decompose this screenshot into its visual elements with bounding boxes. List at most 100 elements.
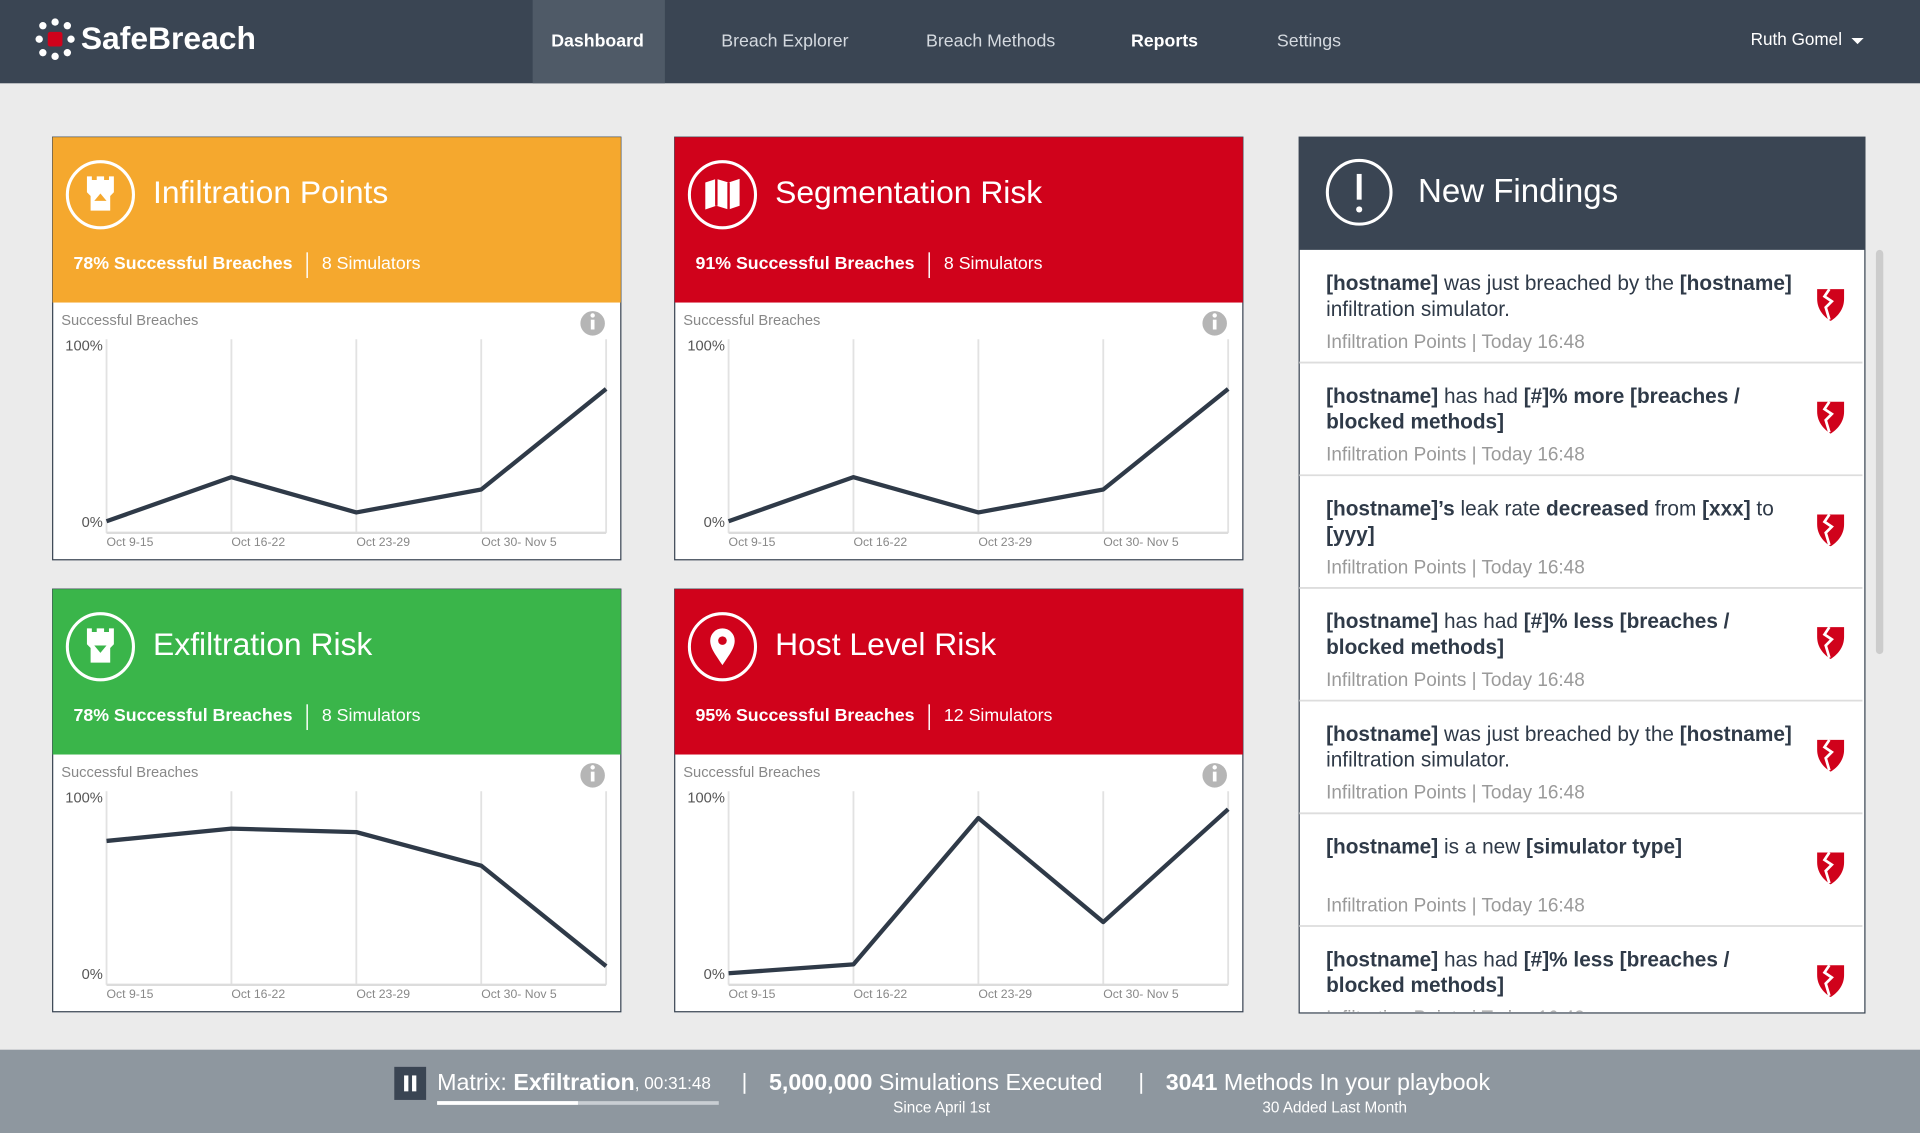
finding-segment: [#]% more [breaches /	[1524, 384, 1740, 407]
finding-segment: was just breached by the	[1438, 722, 1680, 745]
pause-glyph[interactable]	[404, 1075, 409, 1092]
y-axis-label: Successful Breaches	[683, 765, 820, 781]
breach-icon-crack[interactable]	[1822, 626, 1834, 659]
line-series	[106, 826, 608, 968]
info-icon-glyph[interactable]	[590, 771, 595, 782]
card-icon-glyph	[94, 645, 107, 653]
scrollbar[interactable]	[1875, 249, 1884, 655]
pause-glyph[interactable]	[412, 1075, 417, 1092]
breach-icon-crack[interactable]	[1822, 513, 1834, 546]
breach-icon-crack[interactable]	[1822, 851, 1834, 884]
y-tick-label: 0%	[704, 967, 725, 983]
finding-segment: has had	[1438, 948, 1524, 971]
line-series	[728, 807, 1230, 976]
x-tick-label: Oct 30- Nov 5	[481, 987, 557, 1001]
matrix-status: Matrix: Exfiltration, 00:31:48	[437, 1069, 711, 1095]
breach-icon-crack[interactable]	[1822, 401, 1834, 433]
card-icon-glyph	[94, 193, 107, 201]
y-tick-label: 100%	[65, 790, 103, 806]
matrix-time: , 00:31:48	[635, 1073, 711, 1093]
nav-item[interactable]: Dashboard	[551, 30, 644, 50]
x-tick-label: Oct 9-15	[729, 987, 776, 1001]
x-tick-label: Oct 23-29	[978, 987, 1032, 1001]
info-icon-glyph[interactable]	[1212, 765, 1217, 770]
breach-icon-crack[interactable]	[1822, 288, 1834, 321]
line-series	[105, 387, 608, 524]
matrix-label: Matrix:	[437, 1069, 513, 1095]
card-icon	[65, 160, 135, 230]
info-icon-glyph[interactable]	[590, 313, 595, 318]
y-axis-label: Successful Breaches	[61, 313, 198, 329]
finding-segment: has had	[1438, 384, 1524, 407]
y-tick-label: 100%	[687, 339, 725, 355]
user-caret[interactable]	[1851, 37, 1864, 45]
finding-segment: [#]% less [breaches /	[1524, 948, 1730, 971]
methods-count: 3041	[1166, 1069, 1218, 1095]
x-tick-label: Oct 16-22	[231, 987, 285, 1001]
finding-meta: Infiltration Points | Today 16:48	[1326, 1008, 1585, 1029]
info-icon-glyph[interactable]	[1212, 771, 1217, 782]
finding-segment: blocked methods]	[1326, 974, 1504, 997]
finding-segment: is a new	[1438, 835, 1526, 858]
info-icon-glyph[interactable]	[1212, 319, 1217, 330]
nav-item[interactable]: Breach Methods	[926, 30, 1055, 50]
card-icon	[65, 612, 135, 682]
simulations-label: Simulations Executed	[872, 1069, 1102, 1095]
user-menu[interactable]: Ruth Gomel	[1751, 29, 1842, 49]
x-tick-label: Oct 30- Nov 5	[1103, 535, 1179, 549]
x-tick-label: Oct 16-22	[853, 987, 907, 1001]
breach-icon-crack[interactable]	[1822, 739, 1834, 771]
finding-segment: [hostname]	[1680, 272, 1792, 295]
finding-segment: [hostname]	[1326, 948, 1438, 971]
card-simulators: 8 Simulators	[944, 253, 1043, 273]
line-series	[727, 387, 1230, 524]
finding-segment: from	[1649, 497, 1702, 520]
findings-panel	[1298, 136, 1866, 1014]
finding-text: blocked methods]	[1326, 635, 1504, 658]
finding-segment: infiltration simulator.	[1326, 748, 1510, 771]
methods-label: Methods In your playbook	[1217, 1069, 1490, 1095]
nav-bar	[0, 0, 1920, 84]
info-icon-glyph[interactable]	[1212, 313, 1217, 318]
info-icon-glyph[interactable]	[590, 319, 595, 330]
card-icon	[687, 160, 758, 230]
x-tick-label: Oct 30- Nov 5	[481, 535, 557, 549]
nav-item[interactable]: Breach Explorer	[721, 30, 848, 50]
info-icon-glyph[interactable]	[590, 765, 595, 770]
y-tick-label: 0%	[704, 515, 725, 531]
nav-item[interactable]: Reports	[1131, 30, 1198, 50]
x-tick-label: Oct 16-22	[231, 535, 285, 549]
breach-icon-crack[interactable]	[1822, 964, 1834, 997]
nav-item[interactable]: Settings	[1277, 30, 1341, 50]
y-axis-label: Successful Breaches	[61, 765, 198, 781]
finding-text: blocked methods]	[1326, 410, 1504, 433]
logo-text[interactable]: SafeBreach	[81, 20, 256, 56]
y-tick-label: 100%	[687, 790, 725, 806]
pause-button[interactable]	[394, 1066, 427, 1100]
finding-meta: Infiltration Points | Today 16:48	[1326, 783, 1585, 804]
finding-segment: leak rate	[1455, 497, 1546, 520]
findings-title: New Findings	[1418, 173, 1618, 210]
finding-segment: [hostname]’s	[1326, 497, 1455, 520]
finding-segment: infiltration simulator.	[1326, 297, 1510, 320]
finding-segment: [hostname]	[1680, 722, 1792, 745]
x-tick-label: Oct 30- Nov 5	[1103, 987, 1179, 1001]
card-breaches: 78% Successful Breaches	[73, 253, 292, 273]
finding-segment: [hostname]	[1326, 722, 1438, 745]
finding-text: [hostname] is a new [simulator type]	[1326, 835, 1682, 858]
card-breaches: 78% Successful Breaches	[73, 705, 292, 725]
finding-segment: [hostname]	[1326, 610, 1438, 633]
logo-icon	[35, 18, 75, 61]
finding-meta: Infiltration Points | Today 16:48	[1326, 557, 1585, 578]
y-tick-label: 0%	[82, 967, 103, 983]
finding-segment: [hostname]	[1326, 384, 1438, 407]
card-icon-glyph	[710, 628, 735, 666]
card-icon-glyph	[705, 178, 740, 210]
finding-text: infiltration simulator.	[1326, 748, 1510, 771]
simulations-note: Since April 1st	[893, 1100, 991, 1117]
card-title: Exfiltration Risk	[153, 626, 372, 662]
progress-fill	[437, 1101, 578, 1105]
findings-list: [hostname] was just breached by the [hos…	[1299, 272, 1863, 1029]
